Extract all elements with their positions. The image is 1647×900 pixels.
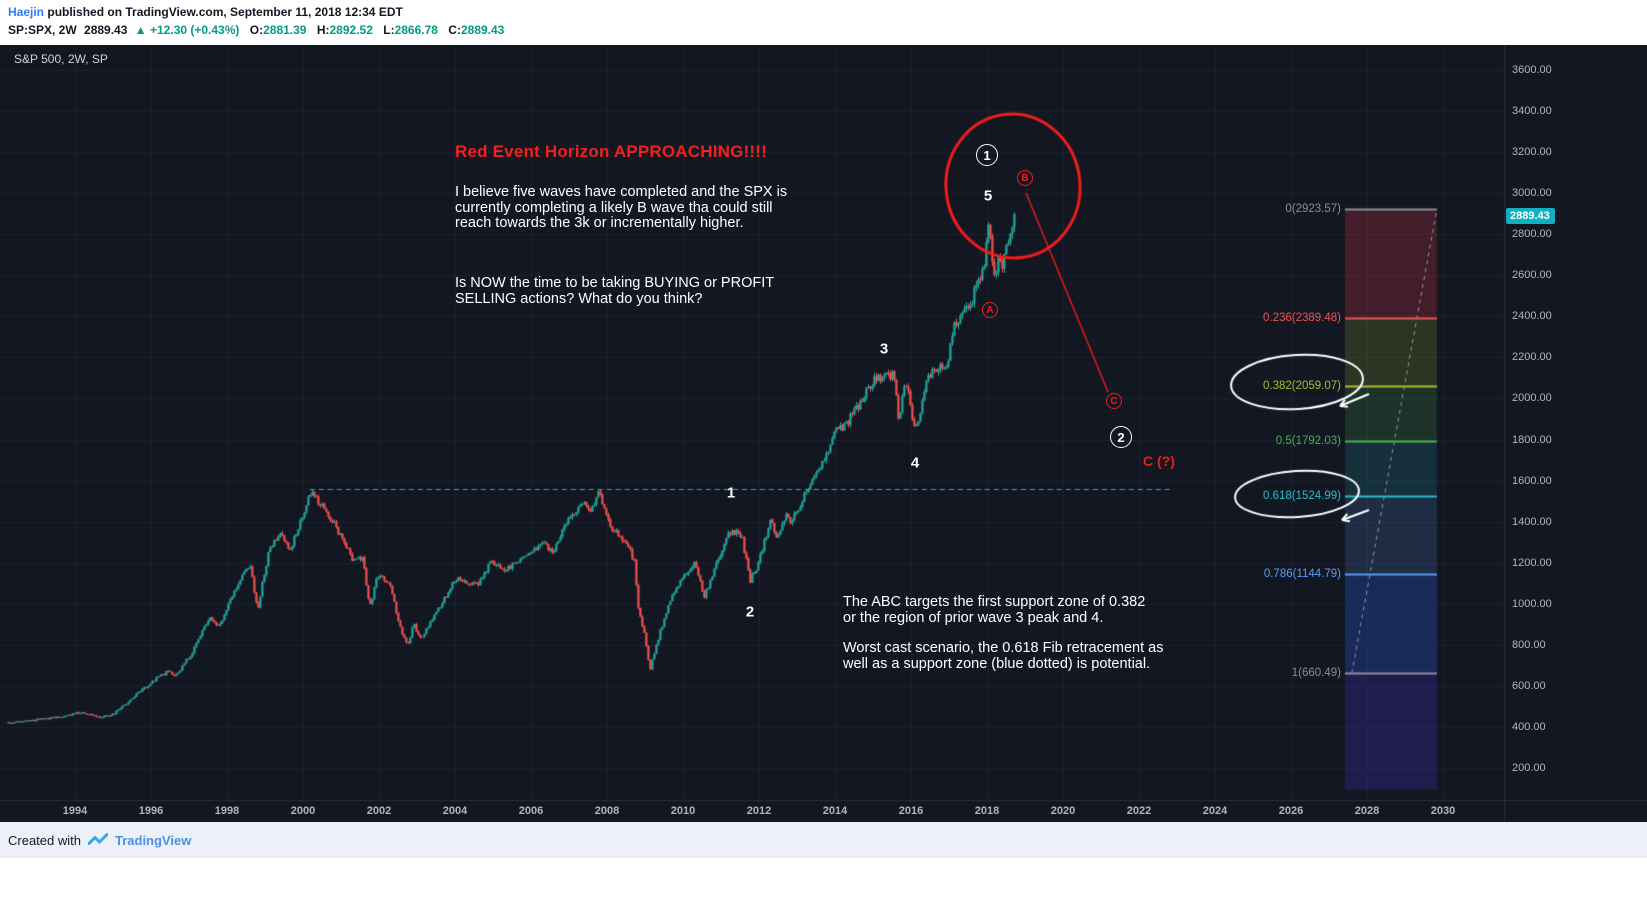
time-tick-label: 2008 [594, 805, 620, 817]
price-tick-label: 3400.00 [1512, 105, 1552, 118]
open-label: O: [249, 23, 264, 37]
price-tick-label: 2800.00 [1512, 228, 1552, 241]
price-tick-label: 1800.00 [1512, 433, 1552, 446]
time-tick-label: 2022 [1126, 805, 1152, 817]
time-tick-label: 1998 [214, 805, 240, 817]
header: Haejin published on TradingView.com, Sep… [0, 0, 1647, 45]
fib-level-label: 0.236(2389.48) [1262, 312, 1341, 325]
price-tick-label: 2600.00 [1512, 269, 1552, 282]
symbol-row: SP:SPX, 2W 2889.43 ▲ +12.30 (+0.43%) O:2… [8, 23, 504, 37]
fib-level-label: 0(2923.57) [1285, 202, 1341, 215]
price-tick-label: 3000.00 [1512, 187, 1552, 200]
tradingview-logo-icon[interactable] [87, 832, 108, 848]
time-tick-label: 2006 [518, 805, 544, 817]
time-tick-label: 2028 [1354, 805, 1380, 817]
time-tick-label: 2000 [290, 805, 316, 817]
fib-level-label: 0.618(1524.99) [1262, 489, 1341, 502]
created-with-label: Created with [8, 832, 81, 848]
publish-info: Haejin published on TradingView.com, Sep… [8, 5, 403, 19]
chart-area: S&P 500, 2W, SP Red Event Horizon APPROA… [0, 45, 1647, 822]
footer: Created with TradingView [0, 822, 1647, 858]
publish-text: published on TradingView.com, September … [47, 5, 403, 19]
high-label: H: [316, 23, 330, 37]
open-value: 2881.39 [263, 23, 307, 37]
high-value: 2892.52 [329, 23, 373, 37]
annotation-headline: Red Event Horizon APPROACHING!!!! [455, 142, 767, 161]
price-tick-label: 2000.00 [1512, 392, 1552, 405]
circled-abc-label: A [982, 302, 998, 318]
time-tick-label: 1994 [62, 805, 88, 817]
last-price-badge: 2889.43 [1506, 208, 1555, 224]
time-tick-label: 2018 [974, 805, 1000, 817]
time-tick-label: 2020 [1050, 805, 1076, 817]
circled-abc-label: B [1017, 170, 1033, 186]
annotation-paragraph-1: I believe five waves have completed and … [455, 184, 788, 232]
price-tick-label: 1400.00 [1512, 515, 1552, 528]
time-tick-label: 2024 [1202, 805, 1228, 817]
c-question-label: C (?) [1143, 453, 1175, 469]
price-chart-canvas[interactable] [0, 45, 1647, 822]
circled-wave-label: 2 [1110, 426, 1132, 448]
wave-label: 5 [983, 187, 993, 205]
circled-wave-label: 1 [976, 144, 998, 166]
time-tick-label: 2002 [366, 805, 392, 817]
low-value: 2866.78 [394, 23, 438, 37]
wave-label: 2 [745, 603, 755, 621]
time-tick-label: 2016 [898, 805, 924, 817]
wave-label: 1 [726, 484, 736, 502]
close-value: 2889.43 [460, 23, 505, 37]
price-tick-label: 3200.00 [1512, 146, 1552, 159]
annotation-paragraph-3: The ABC targets the first support zone o… [843, 594, 1146, 626]
chart-legend[interactable]: S&P 500, 2W, SP [14, 52, 108, 66]
circled-abc-label: C [1106, 393, 1122, 409]
fib-level-label: 1(660.49) [1291, 667, 1341, 680]
price-tick-label: 600.00 [1512, 679, 1546, 692]
wave-label: 3 [879, 340, 889, 358]
price-tick-label: 1600.00 [1512, 474, 1552, 487]
time-tick-label: 2004 [442, 805, 468, 817]
up-arrow-icon: ▲ [134, 23, 147, 37]
time-tick-label: 2026 [1278, 805, 1304, 817]
fib-level-label: 0.382(2059.07) [1262, 380, 1341, 393]
price-tick-label: 3600.00 [1512, 64, 1552, 76]
close-label: C: [448, 23, 461, 37]
low-label: L: [383, 23, 395, 37]
price-tick-label: 800.00 [1512, 638, 1546, 651]
tradingview-brand-link[interactable]: TradingView [114, 832, 192, 848]
price-tick-label: 1000.00 [1512, 597, 1552, 610]
last-price: 2889.43 [84, 23, 128, 37]
price-tick-label: 1200.00 [1512, 556, 1552, 569]
price-change: +12.30 (+0.43%) [150, 23, 240, 37]
fib-level-label: 0.786(1144.79) [1263, 568, 1341, 580]
wave-label: 4 [910, 454, 920, 472]
price-tick-label: 200.00 [1512, 761, 1546, 774]
price-tick-label: 2200.00 [1512, 351, 1552, 364]
time-tick-label: 1996 [138, 805, 164, 817]
price-tick-label: 2400.00 [1512, 310, 1552, 323]
symbol-label[interactable]: SP:SPX, 2W [8, 23, 77, 37]
time-tick-label: 2014 [822, 805, 848, 817]
author-link[interactable]: Haejin [8, 5, 45, 19]
time-tick-label: 2030 [1430, 805, 1456, 817]
time-tick-label: 2010 [670, 805, 696, 817]
fib-level-label: 0.5(1792.03) [1275, 435, 1341, 448]
annotation-paragraph-2: Is NOW the time to be taking BUYING or P… [455, 275, 775, 307]
annotation-paragraph-4: Worst cast scenario, the 0.618 Fib retra… [843, 640, 1164, 672]
price-tick-label: 400.00 [1512, 720, 1546, 733]
time-tick-label: 2012 [746, 805, 772, 817]
